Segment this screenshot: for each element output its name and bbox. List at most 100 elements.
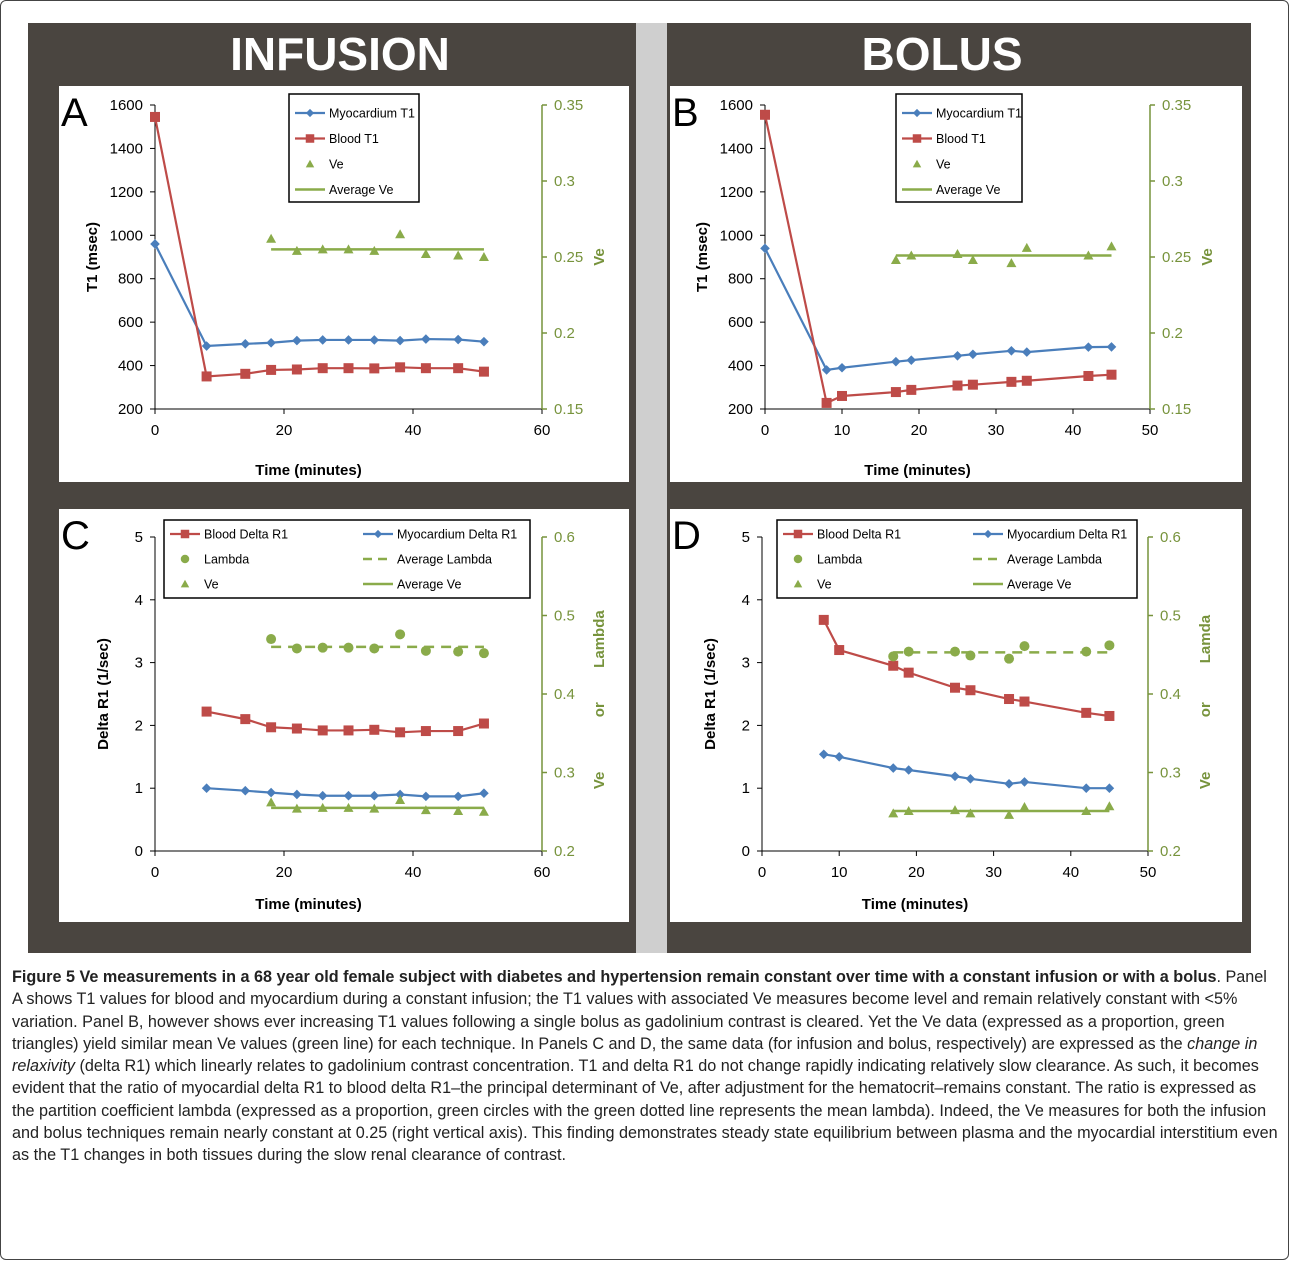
data-point (395, 335, 405, 346)
y-tick-label: 200 (728, 401, 753, 418)
data-point (201, 341, 212, 351)
y2-tick-label: 0.6 (554, 529, 575, 546)
data-point (906, 384, 917, 395)
data-point (1106, 369, 1117, 380)
y2-tick-label: 0.2 (1160, 843, 1181, 860)
data-point (420, 805, 431, 815)
data-point (291, 643, 302, 654)
y-tick-label: 1600 (110, 97, 143, 114)
data-point (292, 789, 302, 800)
x-tick-label: 0 (758, 864, 766, 881)
legend-swatch-marker (180, 529, 190, 539)
header-bolus: BOLUS (862, 28, 1023, 80)
data-point (834, 752, 844, 762)
y-tick-label: 2 (742, 717, 750, 734)
legend-swatch-marker (983, 529, 993, 539)
y-tick-label: 600 (728, 314, 753, 331)
data-point (888, 763, 899, 773)
x-tick-label: 40 (1065, 422, 1082, 439)
data-point (291, 364, 302, 375)
data-point (420, 726, 431, 737)
data-point (369, 643, 380, 654)
data-point (150, 239, 160, 249)
legend-item: Lambda (180, 553, 249, 567)
legend-label: Myocardium Delta R1 (397, 528, 517, 542)
x-tick-label: 40 (1062, 864, 1079, 881)
data-point (1021, 242, 1032, 252)
data-point (201, 371, 212, 382)
x-tick-label: 30 (988, 422, 1005, 439)
data-point (453, 334, 463, 345)
y2-tick-label: 0.2 (1162, 325, 1183, 342)
legend-label: Average Lambda (1007, 553, 1102, 567)
legend-swatch-marker (793, 554, 803, 564)
data-point (479, 788, 489, 799)
data-point (1022, 347, 1032, 357)
caption-text-1: . Panel A shows T1 values for blood and … (12, 968, 1267, 1053)
x-tick-label: 20 (908, 864, 925, 881)
data-point (453, 791, 463, 802)
y2-tick-label: 0.25 (554, 249, 583, 266)
legend: Blood Delta R1 Myocardium Delta R1 Lambda A… (776, 519, 1138, 599)
data-point (968, 349, 978, 360)
caption-italic: change in relaxivity (12, 1034, 1258, 1076)
x-tick-label: 60 (534, 864, 551, 881)
y-axis-label: T1 (msec) (694, 222, 711, 292)
x-axis-label: Time (minutes) (255, 462, 361, 479)
data-point (240, 339, 251, 349)
legend-label: Ve (936, 158, 951, 172)
legend-swatch-marker (912, 134, 922, 143)
legend: Myocardium T1 Blood T1 Ve Average Ve (895, 93, 1023, 203)
legend-item: Ve (793, 578, 832, 592)
series-myocardium-delta-r1 (818, 749, 1115, 793)
x-tick-label: 10 (831, 864, 848, 881)
data-point (952, 351, 963, 361)
y-tick-label: 1 (135, 780, 143, 797)
data-point (453, 363, 464, 374)
data-point (903, 765, 914, 775)
data-point (266, 787, 276, 798)
data-point (266, 337, 276, 348)
data-point (1104, 783, 1115, 793)
data-point (150, 111, 160, 122)
series-line (823, 753, 1110, 790)
y-tick-label: 0 (135, 843, 143, 860)
data-point (479, 336, 489, 347)
data-point (967, 255, 978, 265)
data-point (1104, 640, 1115, 651)
data-point (1019, 802, 1030, 812)
legend-item: Average Ve (363, 578, 461, 592)
data-point (317, 790, 328, 801)
data-point (1019, 696, 1030, 707)
data-point (453, 726, 464, 737)
legend-item: Average Ve (902, 183, 1000, 197)
y-axis-label: Delta R1 (1/sec) (702, 638, 719, 750)
data-point (266, 722, 277, 733)
legend-item: Average Lambda (973, 553, 1102, 567)
data-point (1081, 707, 1092, 718)
series-lambda (266, 629, 489, 659)
data-point (478, 718, 489, 729)
y-tick-label: 200 (118, 401, 143, 418)
legend-item: Ve (180, 578, 219, 592)
y2-tick-label: 0.15 (1162, 401, 1191, 418)
data-point (420, 248, 431, 258)
legend: Blood Delta R1 Myocardium Delta R1 Lambda A… (163, 519, 531, 599)
data-point (240, 368, 251, 379)
data-point (201, 783, 212, 793)
x-tick-label: 50 (1140, 864, 1157, 881)
data-point (906, 355, 917, 365)
data-point (317, 725, 328, 736)
caption-title: Figure 5 Ve measurements in a 68 year ol… (12, 968, 1217, 986)
legend-item: Lambda (793, 553, 862, 567)
data-point (317, 363, 328, 374)
legend-swatch-marker (373, 529, 383, 539)
data-point (478, 648, 489, 659)
series-myocardium-t1 (150, 239, 489, 351)
y2-axis-label: Ve (1199, 248, 1216, 266)
data-point (1019, 777, 1030, 787)
header-infusion: INFUSION (230, 28, 450, 80)
series-myocardium-delta-r1 (201, 783, 489, 802)
y-tick-label: 1400 (720, 140, 753, 157)
data-point (760, 109, 770, 120)
